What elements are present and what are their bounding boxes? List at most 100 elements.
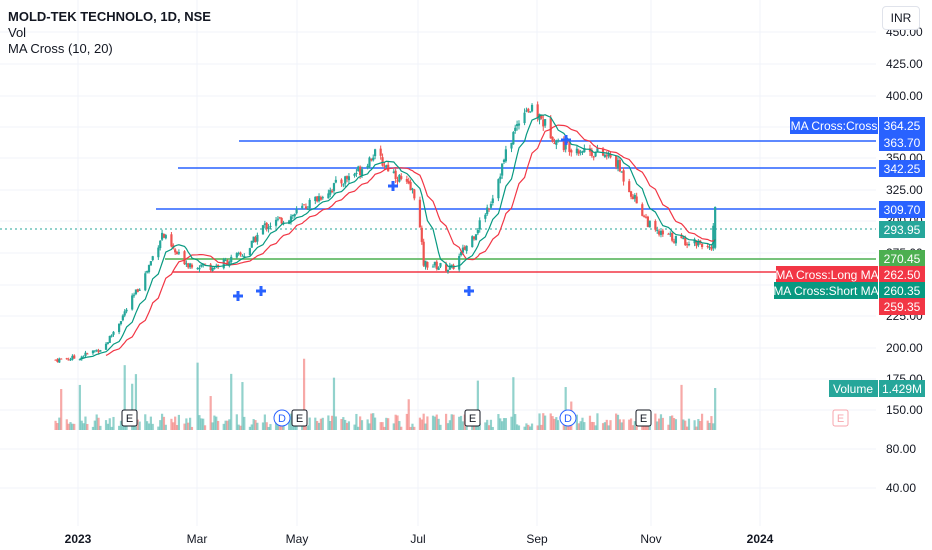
candle-body [510, 142, 513, 149]
candle-body [581, 151, 584, 153]
candle-body [248, 248, 252, 256]
volume-bar [497, 414, 500, 430]
candle-body [458, 256, 461, 270]
candle-body [424, 260, 427, 267]
volume-bar [222, 423, 225, 430]
candle-body [203, 263, 207, 265]
volume-bar [308, 417, 311, 430]
candle-body [465, 245, 468, 252]
volume-bar [489, 419, 493, 430]
earnings-marker-future: E [832, 409, 849, 427]
currency-button[interactable]: INR [882, 6, 920, 30]
ma-long-label: MA Cross:Long MA [775, 268, 878, 282]
volume-bar [226, 420, 229, 430]
earnings-marker: E [635, 409, 652, 427]
volume-bar [56, 423, 59, 430]
candle-body [618, 160, 621, 172]
volume-bar [523, 426, 526, 430]
candle-body [433, 261, 436, 266]
candle-body [241, 255, 244, 257]
price-tags: MA Cross:Cross 364.25 363.70 342.25 309.… [773, 117, 925, 397]
volume-bar [583, 422, 586, 430]
x-tick-label: Sep [526, 532, 548, 546]
candle-body [512, 132, 515, 145]
candle-body [714, 206, 717, 248]
candle-body [136, 289, 139, 292]
volume-bar [693, 420, 696, 430]
candle-body [474, 234, 478, 240]
last-price-tag: 293.95 [884, 223, 921, 237]
volume-bar [134, 374, 138, 430]
volume-bar [327, 415, 330, 430]
candle-body [686, 244, 689, 246]
candle-body [706, 246, 709, 248]
volume-bar [458, 416, 461, 430]
volume-bar [697, 419, 700, 430]
candle-body [278, 217, 281, 219]
volume-bar [680, 384, 683, 430]
volume-bar [424, 423, 427, 430]
candle-body [170, 234, 173, 247]
candle-body [319, 197, 323, 200]
candle-body [366, 165, 369, 169]
candle-body [217, 264, 220, 268]
volume-bar [420, 419, 423, 430]
event-markers[interactable]: E D E E D E E [121, 409, 849, 427]
volume-bar [398, 421, 401, 430]
volume-bar [159, 420, 162, 430]
volume-bar [413, 426, 416, 430]
candle-body [648, 220, 651, 228]
volume-bar [491, 426, 494, 430]
volume-bar [185, 418, 188, 430]
candle-body [112, 331, 115, 335]
ma-long-value: 262.50 [884, 268, 921, 282]
candle-body [138, 289, 141, 291]
candle-body [489, 203, 493, 208]
candle-body [381, 157, 384, 166]
volume-bar [215, 416, 218, 430]
volume-bar [174, 416, 177, 430]
volume-bar [71, 423, 74, 430]
volume-bar [344, 419, 347, 430]
level-tag-259: 259.35 [884, 300, 921, 314]
candle-body [422, 241, 425, 266]
volume-bar [618, 419, 621, 430]
indicator-ma-cross-legend[interactable]: MA Cross (10, 20) [8, 41, 113, 56]
candle-body [562, 139, 565, 151]
candle-body [687, 244, 691, 246]
volume-bar [643, 423, 646, 430]
volume-bar [633, 421, 636, 430]
candle-body [118, 323, 121, 333]
volume-bar [269, 424, 272, 430]
volume-bar [422, 413, 425, 430]
candle-body [222, 259, 225, 269]
time-axis[interactable]: 2023 Mar May Jul Sep Nov 2024 [65, 532, 774, 546]
candle-body [147, 265, 151, 273]
candle-body [174, 249, 177, 253]
volume-bar [661, 417, 664, 430]
volume-bar [357, 426, 360, 430]
volume-bar [183, 423, 186, 430]
volume-bar [674, 419, 678, 430]
volume-bar [60, 389, 63, 430]
candle-body [527, 108, 530, 112]
indicator-vol-legend[interactable]: Vol [8, 25, 27, 40]
earnings-marker: E [291, 409, 308, 427]
candle-body [383, 165, 386, 167]
volume-bar [409, 426, 412, 430]
symbol-title[interactable]: MOLD-TEK TECHNOLO, 1D, NSE [8, 9, 211, 24]
volume-bar [579, 421, 582, 430]
candle-body [579, 151, 582, 153]
volume-bar [95, 414, 98, 430]
volume-bar [329, 420, 332, 430]
candle-body [265, 223, 268, 229]
volume-bar [710, 416, 713, 430]
volume-bar [529, 426, 532, 430]
volume-bar [280, 424, 283, 430]
candle-body [605, 155, 608, 157]
candle-body [529, 111, 532, 113]
candle-body [252, 236, 255, 243]
candle-body [669, 233, 672, 235]
